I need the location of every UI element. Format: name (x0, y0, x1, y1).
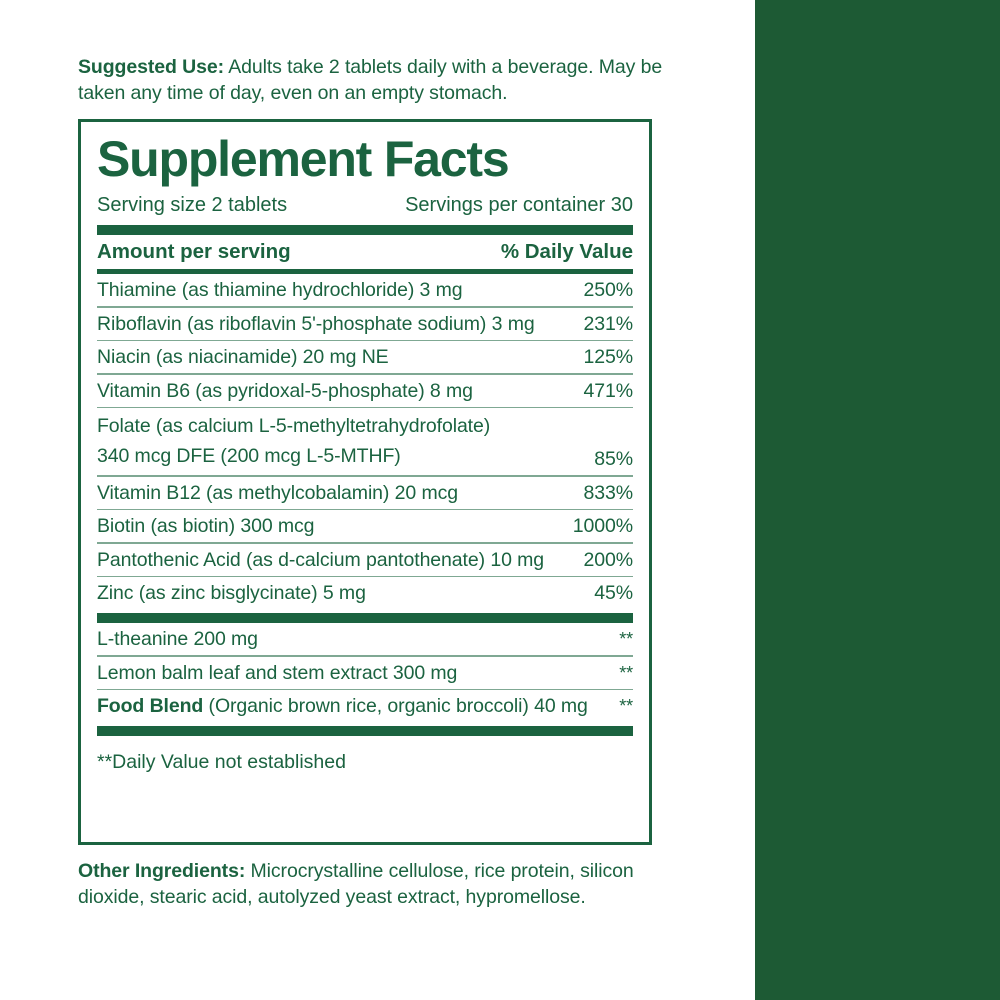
nutrient-daily-value: 85% (594, 448, 633, 470)
suggested-use-body: Adults take 2 tablets daily with a bever… (78, 56, 663, 104)
row-divider (97, 406, 633, 408)
nutrient-daily-value: 471% (583, 379, 634, 402)
row-divider (97, 688, 633, 690)
row-divider (97, 655, 633, 657)
nutrient-row: Zinc (as zinc bisglycinate) 5 mg 45% (97, 577, 633, 609)
header-underline-bar (97, 269, 633, 274)
servings-per-container: Servings per container 30 (405, 194, 633, 216)
serving-info-row: Serving size 2 tablets Servings per cont… (97, 192, 633, 221)
supplement-facts-title: Supplement Facts (97, 131, 510, 187)
row-divider (97, 542, 633, 544)
amount-per-serving-header: Amount per serving (97, 240, 291, 263)
header-divider-bar (97, 225, 633, 235)
nutrient-name: Riboflavin (as riboflavin 5'-phosphate s… (97, 312, 535, 335)
nutrient-row: L-theanine 200 mg ** (97, 623, 633, 655)
row-divider (97, 306, 633, 308)
row-divider (97, 575, 633, 577)
nutrient-name: Food Blend (Organic brown rice, organic … (97, 695, 588, 717)
nutrient-row: Vitamin B12 (as methylcobalamin) 20 mcg 8… (97, 477, 633, 509)
daily-value-header: % Daily Value (500, 240, 633, 263)
nutrient-daily-value: 231% (583, 312, 634, 335)
nutrient-daily-value: ** (619, 696, 633, 716)
nutrient-name: Vitamin B6 (as pyridoxal-5-phosphate) 8 … (97, 379, 473, 402)
other-ingredients-text: Other Ingredients: Microcrystalline cell… (78, 858, 678, 910)
nutrient-row: Pantothenic Acid (as d-calcium pantothen… (97, 544, 633, 576)
nutrient-daily-value: 833% (583, 481, 634, 504)
nutrient-name: Lemon balm leaf and stem extract 300 mg (97, 661, 458, 684)
nutrient-name: L-theanine 200 mg (97, 628, 258, 650)
supplement-facts-box: Supplement Facts Serving size 2 tablets … (78, 119, 652, 845)
certification-badge-panel: NON GMO Project VERIFIED nongmoproject.o… (755, 0, 1000, 1000)
nutrient-rows: Thiamine (as thiamine hydrochloride) 3 m… (97, 274, 633, 609)
nutrient-name: Vitamin B12 (as methylcobalamin) 20 mcg (97, 481, 458, 504)
nutrient-daily-value: ** (619, 662, 633, 683)
nutrient-name: Pantothenic Acid (as d-calcium pantothen… (97, 548, 545, 571)
nutrient-row: Food Blend (Organic brown rice, organic … (97, 690, 633, 722)
nutrient-daily-value: 250% (583, 279, 634, 301)
nutrient-row: Niacin (as niacinamide) 20 mg NE 125% (97, 341, 633, 373)
blend-rows: L-theanine 200 mg ** Lemon balm leaf and s… (97, 623, 633, 722)
other-ingredients-label: Other Ingredients: (78, 860, 246, 882)
nutrient-row: Thiamine (as thiamine hydrochloride) 3 m… (97, 274, 633, 306)
nutrient-row: Biotin (as biotin) 300 mcg 1000% (97, 510, 633, 542)
other-ingredients-body: Microcrystalline cellulose, rice protein… (78, 860, 634, 908)
row-divider (97, 339, 633, 341)
nutrient-name-bold: Food Blend (97, 695, 204, 717)
nutrient-row: Riboflavin (as riboflavin 5'-phosphate s… (97, 308, 633, 340)
suggested-use-label: Suggested Use: (78, 56, 224, 78)
row-divider (97, 373, 633, 375)
table-column-headers: Amount per serving % Daily Value (97, 235, 633, 269)
nutrient-name: Folate (as calcium L-5-methyltetrahydrof… (97, 415, 491, 467)
nutrient-daily-value: 1000% (572, 515, 633, 537)
footnote-divider-bar (97, 726, 633, 736)
nutrient-row: Vitamin B6 (as pyridoxal-5-phosphate) 8 … (97, 375, 633, 407)
nutrient-row: Folate (as calcium L-5-methyltetrahydrof… (97, 408, 633, 475)
nutrient-daily-value: 125% (583, 346, 634, 368)
nutrient-name: Thiamine (as thiamine hydrochloride) 3 m… (97, 279, 463, 301)
nutrient-row: Lemon balm leaf and stem extract 300 mg *… (97, 657, 633, 689)
nutrient-name: Niacin (as niacinamide) 20 mg NE (97, 346, 389, 368)
row-divider (97, 475, 633, 477)
suggested-use-text: Suggested Use: Adults take 2 tablets dai… (78, 54, 670, 106)
nutrient-name: Zinc (as zinc bisglycinate) 5 mg (97, 582, 366, 604)
nutrient-daily-value: 200% (583, 548, 634, 571)
nutrient-daily-value: ** (619, 629, 633, 649)
daily-value-footnote: **Daily Value not established (97, 751, 346, 773)
nutrient-daily-value: 45% (594, 582, 633, 604)
serving-size: Serving size 2 tablets (97, 194, 288, 216)
nutrient-name: Biotin (as biotin) 300 mcg (97, 515, 315, 537)
row-divider (97, 508, 633, 510)
nutrition-panel: Suggested Use: Adults take 2 tablets dai… (78, 54, 678, 910)
blend-divider-bar (97, 613, 633, 623)
